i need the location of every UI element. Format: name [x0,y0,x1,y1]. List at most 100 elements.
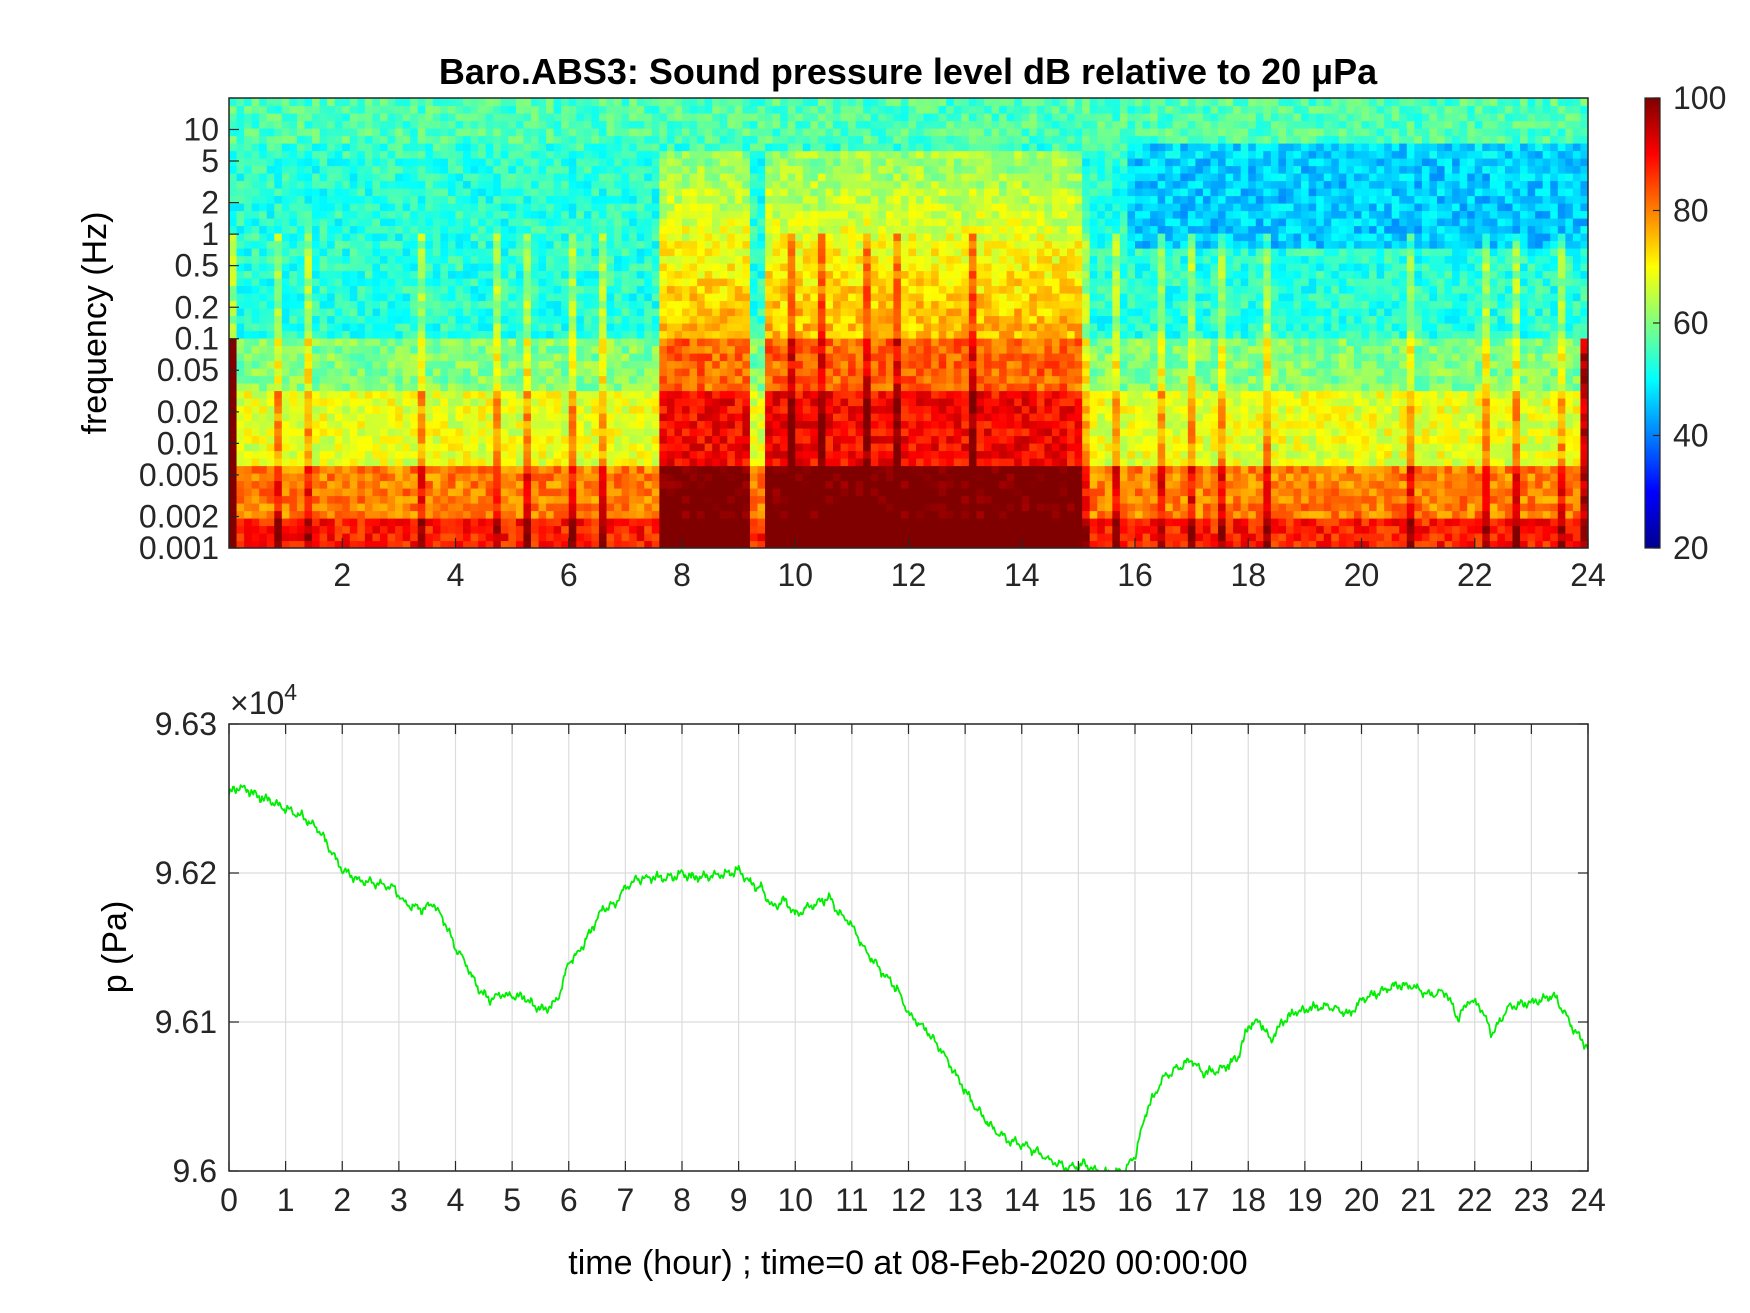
heatmap-cell [765,405,774,414]
heatmap-cell [244,263,253,272]
heatmap-cell [591,420,600,429]
heatmap-cell [659,465,668,474]
heatmap-cell [765,338,774,347]
heatmap-cell [757,540,766,548]
heatmap-cell [629,435,638,444]
heatmap-cell [342,390,351,399]
heatmap-cell [666,158,676,167]
heatmap-cell [712,443,721,452]
heatmap-cell [825,300,834,309]
heatmap-cell [470,233,479,242]
heatmap-cell [281,263,290,272]
heatmap-cell [251,338,260,347]
heatmap-cell [425,465,434,474]
heatmap-cell [734,488,743,497]
heatmap-cell [621,473,630,482]
heatmap-cell [312,120,321,129]
heatmap-cell [749,233,759,242]
heatmap-cell [802,510,811,519]
heatmap-cell [546,510,555,519]
heatmap-cell [395,488,404,497]
heatmap-cell [644,405,653,414]
heatmap-cell [364,428,374,437]
heatmap-cell [296,518,306,527]
heatmap-cell [734,158,743,167]
heatmap-cell [666,503,676,512]
heatmap-cell [493,218,502,227]
heatmap-cell [682,450,691,459]
heatmap-cell [364,173,374,182]
heatmap-cell [598,405,608,414]
heatmap-cell [417,510,426,519]
heatmap-cell [651,263,660,272]
heatmap-cell [500,495,509,504]
heatmap-cell [319,135,328,144]
heatmap-cell [334,248,343,257]
heatmap-cell [259,113,268,122]
heatmap-cell [425,293,434,302]
heatmap-cell [712,420,721,429]
heatmap-cell [410,248,419,257]
heatmap-cell [266,525,275,534]
heatmap-cell [470,360,479,369]
heatmap-cell [568,413,577,422]
heatmap-cell [357,353,366,362]
heatmap-cell [591,120,600,129]
heatmap-cell [644,113,653,122]
heatmap-cell [598,525,608,534]
heatmap-cell [410,525,419,534]
heatmap-cell [304,263,313,272]
heatmap-cell [266,128,275,137]
heatmap-cell [833,330,842,339]
heatmap-cell [342,308,351,317]
heatmap-cell [440,338,449,347]
heatmap-cell [372,210,381,219]
heatmap-cell [712,120,721,129]
heatmap-cell [425,503,434,512]
heatmap-cell [236,443,245,452]
heatmap-cell [289,488,298,497]
heatmap-cell [802,488,811,497]
heatmap-cell [810,248,819,257]
heatmap-cell [606,255,615,264]
heatmap-cell [606,420,615,429]
heatmap-cell [259,345,268,354]
heatmap-cell [380,165,389,174]
heatmap-cell [719,398,728,407]
heatmap-cell [523,443,532,452]
heatmap-cell [682,338,691,347]
heatmap-cell [281,495,290,504]
heatmap-cell [402,420,411,429]
heatmap-cell [493,488,502,497]
heatmap-cell [485,533,494,542]
heatmap-cell [598,285,608,294]
heatmap-cell [372,255,381,264]
heatmap-cell [259,180,268,189]
heatmap-cell [229,353,238,362]
heatmap-cell [455,248,464,257]
heatmap-cell [576,263,585,272]
heatmap-cell [810,390,819,399]
heatmap-cell [636,315,645,324]
heatmap-cell [682,255,691,264]
heatmap-cell [712,300,721,309]
heatmap-cell [659,278,668,287]
heatmap-cell [493,435,502,444]
heatmap-cell [546,323,555,332]
heatmap-cell [349,345,358,354]
heatmap-cell [795,368,804,377]
heatmap-cell [289,158,298,167]
heatmap-cell [568,330,577,339]
heatmap-cell [289,248,298,257]
heatmap-cell [795,405,804,414]
heatmap-cell [583,98,592,107]
heatmap-cell [531,135,540,144]
heatmap-cell [719,113,728,122]
heatmap-cell [719,195,728,204]
heatmap-cell [576,113,585,122]
heatmap-cell [349,105,358,114]
heatmap-cell [833,218,842,227]
heatmap-cell [440,308,449,317]
heatmap-cell [659,428,668,437]
heatmap-cell [727,270,736,279]
